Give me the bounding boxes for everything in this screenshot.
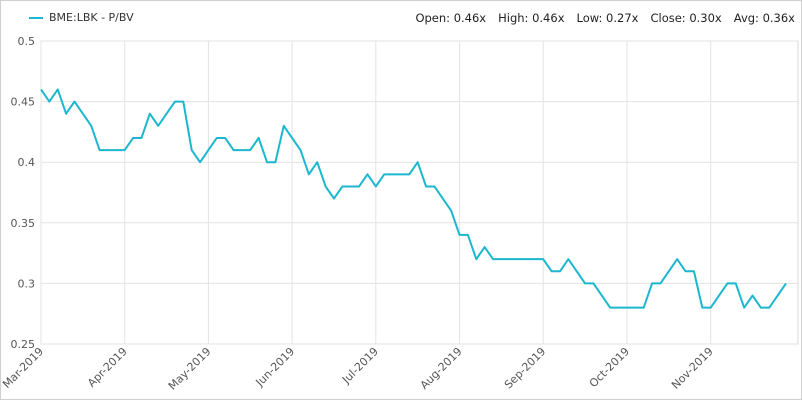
x-tick-label: Apr-2019 xyxy=(85,345,130,390)
x-tick-label: Oct-2019 xyxy=(587,345,632,390)
x-tick-label: Jun-2019 xyxy=(253,345,298,390)
y-tick-label: 0.3 xyxy=(18,277,36,290)
legend-swatch xyxy=(29,16,43,19)
stats: Open: 0.46x High: 0.46x Low: 0.27x Close: 0… xyxy=(415,11,795,25)
legend: BME:LBK - P/BV xyxy=(29,11,134,24)
y-tick-label: 0.5 xyxy=(18,35,36,48)
legend-label: BME:LBK - P/BV xyxy=(49,11,134,24)
y-tick-label: 0.25 xyxy=(11,338,36,351)
x-tick-label: Mar-2019 xyxy=(1,345,46,391)
x-tick-label: May-2019 xyxy=(166,345,214,393)
stat: High: 0.46x xyxy=(498,11,565,25)
stat: Low: 0.27x xyxy=(576,11,639,25)
x-tick-label: Nov-2019 xyxy=(669,345,716,392)
x-tick-label: Aug-2019 xyxy=(418,345,465,392)
x-tick-label: Sep-2019 xyxy=(502,345,548,391)
y-tick-label: 0.4 xyxy=(18,156,36,169)
plot-frame xyxy=(40,40,799,345)
stat: Open: 0.46x xyxy=(415,11,487,25)
stat: Close: 0.30x xyxy=(650,11,722,25)
stat: Avg: 0.36x xyxy=(733,11,795,25)
line xyxy=(40,88,787,309)
y-tick-label: 0.45 xyxy=(11,96,36,109)
y-tick-label: 0.35 xyxy=(11,217,36,230)
x-tick-label: Jul-2019 xyxy=(339,345,381,387)
